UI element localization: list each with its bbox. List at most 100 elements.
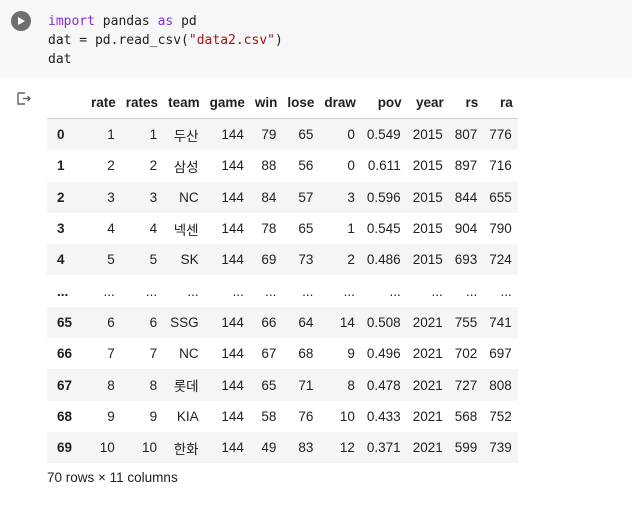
table-cell: 64	[298, 314, 314, 330]
table-cell: 0.611	[367, 158, 401, 174]
row-index: 4	[57, 252, 65, 268]
table-cell: 6	[107, 314, 115, 330]
table-cell: 58	[261, 408, 277, 424]
code-cell[interactable]: import pandas as pd dat = pd.read_csv("d…	[0, 0, 632, 78]
table-cell: 897	[454, 158, 478, 174]
table-cell: 1	[347, 221, 355, 237]
column-header: rate	[86, 86, 121, 119]
table-cell: 0.545	[366, 221, 401, 237]
run-cell-button[interactable]	[11, 11, 31, 31]
table-cell: 두산	[173, 128, 199, 144]
table-row: ....................................	[47, 275, 518, 306]
table-cell: 68	[298, 346, 314, 362]
table-cell: 144	[221, 408, 244, 424]
table-cell: 롯데	[173, 379, 199, 395]
table-cell: 2015	[412, 221, 443, 237]
table-cell: 7	[107, 346, 115, 362]
table-cell: 144	[221, 346, 244, 362]
table-cell: SSG	[170, 314, 199, 330]
table-cell: ...	[389, 283, 401, 299]
table-cell: ...	[302, 283, 314, 299]
table-cell: ...	[431, 283, 443, 299]
table-row: 0 1 1 두산 144 79 65 0 0.549 2015 807 776	[47, 118, 518, 151]
table-cell: 844	[454, 189, 478, 205]
table-cell: NC	[179, 346, 199, 362]
table-cell: 693	[454, 252, 478, 268]
table-cell: 0	[347, 127, 355, 143]
row-index: 69	[57, 440, 73, 456]
table-cell: 10	[142, 440, 158, 456]
table-cell: 79	[261, 127, 277, 143]
table-row: 4 5 5 SK 144 69 73 2 0.486 2015 693 724	[47, 244, 518, 276]
table-cell: 3	[347, 189, 355, 205]
table-cell: 한화	[173, 441, 199, 457]
table-cell: 84	[261, 189, 277, 205]
table-cell: 2021	[412, 408, 443, 424]
table-cell: 2015	[412, 158, 443, 174]
row-index: 0	[57, 127, 65, 143]
table-cell: 67	[261, 346, 277, 362]
table-cell: 904	[454, 221, 478, 237]
table-cell: 739	[489, 440, 512, 456]
table-cell: 144	[221, 127, 244, 143]
table-cell: KIA	[176, 408, 199, 424]
row-index: 68	[57, 408, 73, 424]
table-row: 66 7 7 NC 144 67 68 9 0.496 2021 702 697	[47, 338, 518, 369]
table-cell: 3	[107, 189, 115, 205]
table-cell: 12	[339, 440, 355, 456]
table-cell: 88	[261, 158, 277, 174]
table-row: 1 2 2 삼성 144 88 56 0 0.611 2015 897 716	[47, 150, 518, 181]
code-editor[interactable]: import pandas as pd dat = pd.read_csv("d…	[48, 12, 283, 69]
table-cell: 144	[221, 252, 244, 268]
table-cell: 56	[298, 158, 314, 174]
column-header: win	[249, 86, 283, 119]
table-cell: 0.596	[366, 189, 401, 205]
table-cell: 144	[221, 440, 244, 456]
row-index: ...	[57, 283, 69, 299]
output-icon[interactable]	[16, 91, 32, 107]
table-cell: 144	[221, 314, 244, 330]
code-line-3: dat	[48, 52, 72, 67]
table-cell: 83	[298, 440, 314, 456]
table-cell: 65	[261, 377, 277, 393]
table-cell: 78	[261, 221, 277, 237]
row-index: 65	[57, 314, 73, 330]
row-index: 2	[57, 189, 65, 205]
row-index: 1	[57, 158, 65, 174]
table-cell: 808	[489, 377, 512, 393]
column-header: draw	[319, 86, 361, 119]
column-header: year	[406, 86, 449, 119]
table-cell: 3	[149, 189, 158, 205]
table-cell: 776	[489, 127, 512, 143]
table-row: 69 10 10 한화 144 49 83 12 0.371 2021 599 739	[47, 431, 518, 464]
table-cell: 752	[489, 408, 512, 424]
table-cell: 10	[99, 440, 115, 456]
table-cell: 0.433	[366, 408, 401, 424]
table-cell: 0.549	[366, 127, 401, 143]
table-cell: 65	[298, 221, 314, 237]
table-cell: 7	[149, 346, 158, 362]
table-row: 68 9 9 KIA 144 58 76 10 0.433 2021 568 752	[47, 401, 518, 432]
table-cell: 724	[489, 252, 512, 268]
play-icon	[18, 17, 25, 25]
table-cell: 2015	[412, 252, 443, 268]
table-cell: ...	[265, 283, 277, 299]
table-row: 2 3 3 NC 144 84 57 3 0.596 2015 844 655	[47, 181, 518, 213]
table-cell: 넥센	[173, 222, 199, 238]
header-row: rate rates team game win lose draw pov y…	[47, 86, 518, 119]
table-cell: 삼성	[173, 159, 199, 175]
table-cell: 65	[298, 127, 314, 143]
table-cell: 5	[149, 252, 158, 268]
table-cell: ...	[500, 283, 512, 299]
table-cell: 71	[298, 377, 314, 393]
table-cell: 5	[107, 252, 115, 268]
index-header	[47, 86, 87, 119]
table-cell: ...	[187, 283, 199, 299]
table-cell: 144	[221, 221, 244, 237]
dataframe-summary: 70 rows × 11 columns	[47, 470, 178, 485]
table-row: 3 4 4 넥센 144 78 65 1 0.545 2015 904 790	[47, 213, 518, 244]
table-cell: 6	[149, 314, 158, 330]
table-cell: 655	[489, 189, 512, 205]
code-line-2: dat = pd.read_csv("data2.csv")	[48, 33, 283, 48]
table-cell: 790	[489, 221, 512, 237]
